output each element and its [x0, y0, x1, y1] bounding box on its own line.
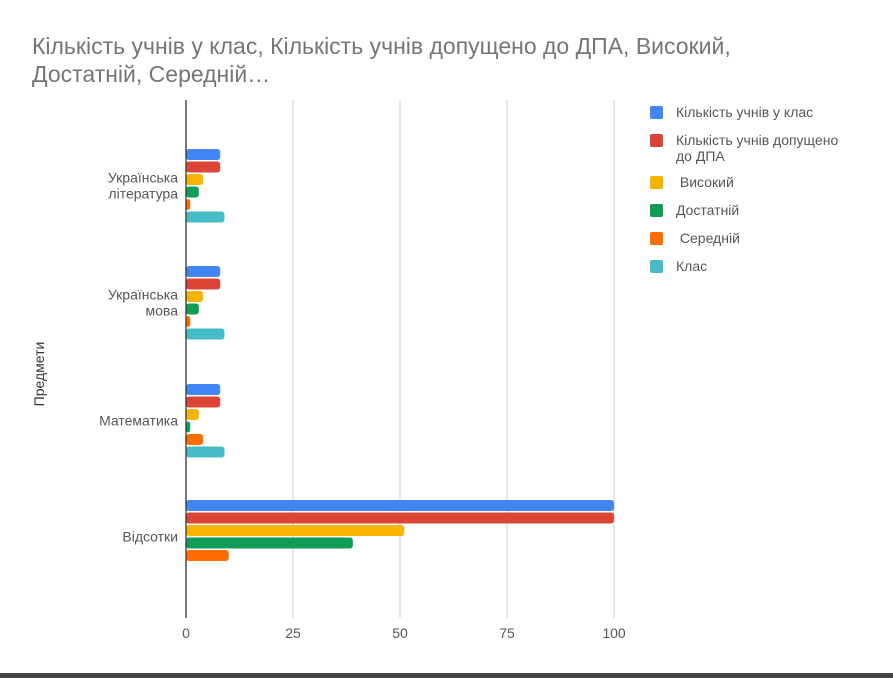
bar-3-series-4	[186, 421, 191, 433]
bottom-border	[0, 673, 893, 678]
bar-4-series-2	[186, 512, 614, 524]
bar-2-series-4	[186, 303, 199, 315]
bar-2-series-1	[186, 266, 221, 277]
bar-1-series-5	[186, 199, 191, 210]
legend-swatch-6	[650, 260, 663, 273]
bar-3-series-6	[186, 446, 225, 458]
category-label-2-line-2: мова	[146, 303, 179, 319]
legend-label-4: Достатній	[676, 202, 740, 218]
bar-4-series-5	[186, 550, 229, 561]
x-tick-label-2: 25	[285, 625, 301, 641]
bar-4-series-1	[186, 500, 614, 511]
bar-3-series-1	[186, 384, 221, 395]
bar-4-series-3	[186, 525, 405, 536]
legend-swatch-5	[650, 232, 663, 245]
category-label-2: Українська мова	[108, 287, 178, 319]
bar-2-series-6	[186, 328, 225, 340]
legend-label-5: Середній	[676, 230, 740, 246]
chart-title-line-2: Достатній, Середній…	[32, 61, 271, 87]
bar-1-series-2	[186, 161, 221, 173]
category-label-1-line-2: література	[108, 186, 178, 202]
x-tick-label-3: 50	[392, 625, 408, 641]
category-label-2-line-1: Українська	[108, 287, 178, 303]
category-label-1: Українська література	[108, 170, 178, 202]
bar-3-series-5	[186, 434, 204, 445]
x-tick-label-5: 100	[602, 625, 626, 641]
bar-3-series-3	[186, 409, 199, 420]
legend-swatch-2	[650, 134, 663, 147]
bar-1-series-4	[186, 186, 199, 198]
bar-2-series-2	[186, 278, 221, 290]
category-label-4-line-1: Відсотки	[122, 529, 178, 545]
chart-title-line-1: Кількість учнів у клас, Кількість учнів …	[32, 33, 731, 59]
x-tick-label-4: 75	[499, 625, 515, 641]
category-label-3: Математика	[99, 413, 178, 429]
bar-4-series-4	[186, 537, 353, 549]
bar-2-series-3	[186, 291, 204, 302]
x-tick-label-1: 0	[182, 625, 190, 641]
bar-1-series-6	[186, 211, 225, 223]
bar-1-series-3	[186, 174, 204, 185]
category-label-3-line-1: Математика	[99, 413, 178, 429]
legend-label-2: Кількість учнів допущено до ДПА	[676, 132, 839, 164]
legend-label-3: Високий	[676, 174, 734, 190]
legend-label-6: Клас	[676, 258, 708, 274]
legend-swatch-3	[650, 176, 663, 189]
bar-3-series-2	[186, 396, 221, 408]
bar-1-series-1	[186, 149, 221, 160]
chart-title: Кількість учнів у клас, Кількість учнів …	[32, 32, 852, 88]
bar-2-series-5	[186, 316, 191, 327]
category-label-4: Відсотки	[122, 529, 178, 545]
legend-swatch-1	[650, 106, 663, 119]
legend-swatch-4	[650, 204, 663, 217]
category-label-1-line-1: Українська	[108, 170, 178, 186]
legend-label-1: Кількість учнів у клас	[676, 104, 814, 120]
y-axis-title: Предмети	[31, 342, 47, 407]
